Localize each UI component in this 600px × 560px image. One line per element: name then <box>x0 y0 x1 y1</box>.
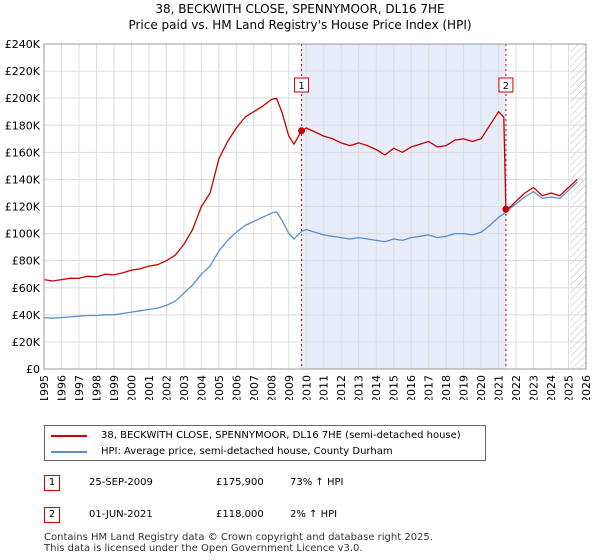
sale-label-box-1 <box>294 77 310 93</box>
chart-legend: 38, BECKWITH CLOSE, SPENNYMOOR, DL16 7HE… <box>44 425 486 461</box>
x-tick-label: 2007 <box>248 375 261 400</box>
x-tick-label: 1996 <box>55 375 68 400</box>
sale-hpi-1: 73% ↑ HPI <box>290 477 344 488</box>
x-tick-label: 2023 <box>528 375 541 400</box>
x-tick-label: 2026 <box>580 375 593 400</box>
y-tick-label: £200K <box>5 92 41 105</box>
x-tick-label: 2000 <box>125 375 138 400</box>
sale-label-box-2 <box>498 77 514 93</box>
sale-marker-1: 1 <box>44 475 60 491</box>
y-tick-label: £120K <box>5 201 41 214</box>
y-tick-label: £240K <box>5 38 41 51</box>
x-tick-label: 2003 <box>178 375 191 400</box>
legend-price-swatch <box>51 435 87 437</box>
y-tick-label: £180K <box>5 119 41 132</box>
plot-border <box>43 43 587 370</box>
legend-hpi-swatch <box>51 451 87 453</box>
sale-label-2: 2 <box>503 81 509 92</box>
x-tick-label: 2024 <box>545 375 558 400</box>
x-tick-label: 2019 <box>458 375 471 400</box>
hpi-line <box>43 181 578 319</box>
x-tick-label: 2014 <box>370 375 383 400</box>
footer-licence: This data is licensed under the Open Gov… <box>44 543 363 554</box>
y-tick-label: £0 <box>26 363 40 376</box>
sale-point-1 <box>298 127 306 135</box>
x-tick-label: 1998 <box>90 375 103 400</box>
y-tick-label: £220K <box>5 65 41 78</box>
x-tick-label: 2012 <box>335 375 348 400</box>
x-tick-label: 2002 <box>160 375 173 400</box>
x-tick-label: 1997 <box>73 375 86 400</box>
y-tick-label: £160K <box>5 146 41 159</box>
sale-date-2: 01-JUN-2021 <box>89 509 153 520</box>
y-tick-label: £40K <box>12 309 41 322</box>
x-tick-label: 1995 <box>38 375 51 400</box>
sale-price-1: £175,900 <box>216 477 264 488</box>
x-tick-label: 1999 <box>108 375 121 400</box>
x-tick-label: 2013 <box>353 375 366 400</box>
x-tick-label: 2020 <box>475 375 488 400</box>
x-tick-label: 2018 <box>440 375 453 400</box>
x-tick-label: 2005 <box>213 375 226 400</box>
x-tick-label: 2022 <box>510 375 523 400</box>
y-tick-label: £60K <box>12 282 41 295</box>
y-tick-label: £20K <box>12 336 41 349</box>
x-tick-label: 2006 <box>230 375 243 400</box>
x-tick-label: 2001 <box>143 375 156 400</box>
sale-marker-2: 2 <box>44 507 60 523</box>
footer-copyright: Contains HM Land Registry data © Crown c… <box>44 532 433 543</box>
y-tick-label: £100K <box>5 228 41 241</box>
sale-point-2 <box>502 205 510 213</box>
x-tick-label: 2004 <box>195 375 208 400</box>
legend-price-label: 38, BECKWITH CLOSE, SPENNYMOOR, DL16 7HE… <box>101 430 461 441</box>
x-tick-label: 2009 <box>283 375 296 400</box>
y-tick-label: £140K <box>5 173 41 186</box>
x-tick-label: 2016 <box>405 375 418 400</box>
x-tick-label: 2008 <box>265 375 278 400</box>
chart-title-line2: Price paid vs. HM Land Registry's House … <box>128 18 472 32</box>
y-tick-label: £80K <box>12 255 41 268</box>
sale-label-1: 1 <box>298 81 304 92</box>
legend-hpi-label: HPI: Average price, semi-detached house,… <box>101 446 393 457</box>
chart-title-line1: 38, BECKWITH CLOSE, SPENNYMOOR, DL16 7HE <box>155 2 445 16</box>
sale-price-2: £118,000 <box>216 509 264 520</box>
x-tick-label: 2011 <box>318 375 331 400</box>
x-tick-label: 2010 <box>300 375 313 400</box>
sale-date-1: 25-SEP-2009 <box>89 477 153 488</box>
x-tick-label: 2021 <box>493 375 506 400</box>
x-tick-label: 2015 <box>388 375 401 400</box>
x-tick-label: 2025 <box>563 375 576 400</box>
price-paid-line <box>43 97 578 282</box>
x-tick-label: 2017 <box>423 375 436 400</box>
sale-hpi-2: 2% ↑ HPI <box>290 509 338 520</box>
price-chart: £0 £20K £40K £60K £80K £100K £120K £140K £160K £1… <box>5 38 593 400</box>
